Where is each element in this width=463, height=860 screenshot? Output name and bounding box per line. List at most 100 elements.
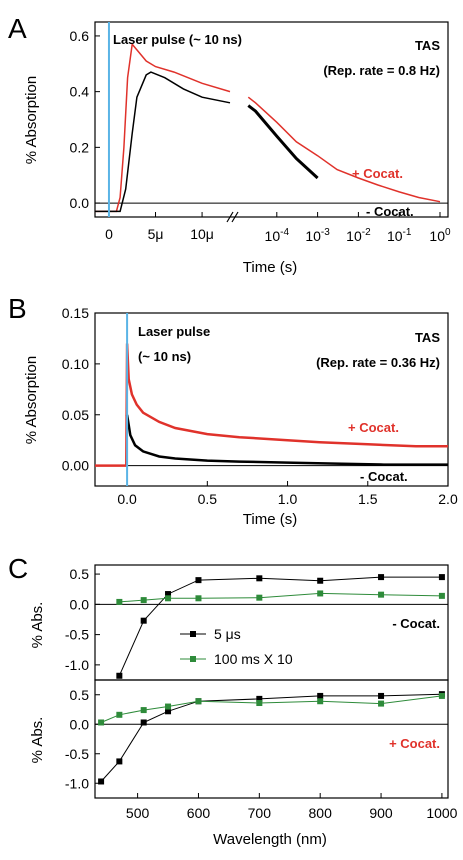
- panel-b-x-axis-title: Time (s): [243, 511, 297, 528]
- panel-c-marker-5-s: [165, 591, 172, 598]
- legend-100ms-label: 100 ms X 10: [214, 651, 293, 667]
- panel-c-marker-5-s: [116, 672, 123, 679]
- panel-c-ytick-label: -0.5: [65, 627, 89, 643]
- panel-c-marker-100-ms-x-10: [256, 594, 263, 601]
- panel-letter-c: C: [8, 553, 28, 584]
- legend-100ms-marker: [190, 656, 196, 662]
- panel-c-marker-100-ms-x-10: [378, 700, 385, 707]
- panel-c-marker-5-s: [317, 692, 324, 699]
- panel-c-marker-5-s: [140, 617, 147, 624]
- panel-c-marker-100-ms-x-10: [256, 700, 263, 707]
- panel-a: 0.0 0.2 0.4 0.6 0 5μ 10μ 10-4 10-3 10-2 10-1 100 L…: [23, 21, 451, 276]
- panel-a-series: [95, 42, 441, 213]
- panel-c-x-axis-title: Wavelength (nm): [213, 831, 327, 848]
- panel-c-ytick-label: -1.0: [65, 775, 89, 791]
- panel-a-series-cocat-linear: [95, 71, 231, 213]
- panel-c-marker-100-ms-x-10: [438, 692, 445, 699]
- panel-c-marker-100-ms-x-10: [317, 590, 324, 597]
- panel-a-ytick-label: 0.4: [70, 84, 90, 100]
- panel-a-series-cocat-log: [247, 96, 441, 203]
- panel-c-marker-100-ms-x-10: [378, 591, 385, 598]
- panel-c-bottom-frame: [94, 679, 449, 799]
- panel-c: 0.5 0.0 -0.5 -1.0 0.5 0.0 -0.5 -1.0 500 600 700 80…: [29, 564, 458, 848]
- panel-a-axis-break: [226, 211, 239, 223]
- panel-c-marker-5-s: [116, 758, 123, 765]
- panel-b-xtick-label: 1.0: [278, 491, 298, 507]
- panel-c-ytick-label: -1.0: [65, 657, 89, 673]
- panel-a-xtick-label: 0: [105, 226, 113, 242]
- panel-a-reprate-annotation: (Rep. rate = 0.8 Hz): [323, 63, 440, 78]
- panel-b: 0.00 0.05 0.10 0.15 0.0 0.5 1.0 1.5 2.0 Laser p…: [23, 305, 458, 528]
- panel-b-series-cocat: [125, 414, 448, 466]
- panel-a-series-cocat-log: [247, 104, 319, 180]
- panel-c-ytick-label: 0.0: [70, 596, 90, 612]
- panel-a-ytick-label: 0.2: [70, 139, 90, 155]
- panel-a-laser-annotation: Laser pulse (~ 10 ns): [113, 32, 242, 47]
- panel-letter-a: A: [8, 13, 27, 44]
- panel-a-frame: [94, 21, 449, 218]
- panel-a-xtick-label: 100: [429, 227, 451, 244]
- panel-b-xtick-label: 1.5: [358, 491, 378, 507]
- panel-a-series-cocat-linear: [95, 42, 231, 213]
- panel-c-legend: 5 μs 100 ms X 10: [180, 626, 293, 667]
- panel-a-plus-cocat-label: + Cocat.: [352, 166, 403, 181]
- panel-c-y-axes: 0.5 0.0 -0.5 -1.0 0.5 0.0 -0.5 -1.0: [65, 566, 100, 791]
- panel-c-xtick-label: 800: [309, 805, 333, 821]
- panel-c-ytick-label: 0.5: [70, 687, 90, 703]
- panel-b-x-axis: 0.0 0.5 1.0 1.5 2.0: [117, 481, 458, 507]
- panel-c-ytick-label: 0.5: [70, 566, 90, 582]
- panel-c-minus-cocat-label: - Cocat.: [392, 616, 440, 631]
- panel-c-marker-100-ms-x-10: [195, 698, 202, 705]
- panel-c-plus-cocat-label: + Cocat.: [389, 736, 440, 751]
- panel-b-xtick-label: 2.0: [438, 491, 458, 507]
- panel-c-marker-5-s: [378, 692, 385, 699]
- panel-b-xtick-label: 0.0: [117, 491, 137, 507]
- panel-c-marker-5-s: [317, 577, 324, 584]
- panel-a-y-axis-title: % Absorption: [23, 76, 40, 164]
- panel-c-marker-5-s: [256, 575, 263, 582]
- panel-a-xtick-label: 5μ: [148, 226, 164, 242]
- panel-b-ytick-label: 0.10: [62, 356, 89, 372]
- panel-c-marker-100-ms-x-10: [98, 719, 105, 726]
- panel-b-reprate-annotation: (Rep. rate = 0.36 Hz): [316, 355, 440, 370]
- panel-c-bottom-y-axis-title: % Abs.: [29, 717, 46, 764]
- legend-5us-label: 5 μs: [214, 626, 241, 642]
- panel-b-minus-cocat-label: - Cocat.: [360, 469, 408, 484]
- panel-c-marker-5-s: [165, 708, 172, 715]
- panel-a-ytick-label: 0.0: [70, 195, 90, 211]
- panel-c-xtick-label: 600: [187, 805, 211, 821]
- panel-c-xtick-label: 700: [248, 805, 272, 821]
- panel-b-pulse-duration-annotation: (~ 10 ns): [138, 349, 191, 364]
- panel-c-series-0-100-ms-x-10: [119, 592, 442, 603]
- panel-b-ytick-label: 0.15: [62, 305, 89, 321]
- panel-c-x-axis: 500 600 700 800 900 1000: [126, 793, 458, 821]
- panel-c-marker-100-ms-x-10: [116, 711, 123, 718]
- panel-c-xtick-label: 1000: [426, 805, 457, 821]
- panel-letter-b: B: [8, 293, 27, 324]
- panel-a-ytick-label: 0.6: [70, 28, 90, 44]
- panel-c-marker-100-ms-x-10: [438, 592, 445, 599]
- panel-a-tas-annotation: TAS: [415, 38, 440, 53]
- panel-b-ytick-label: 0.00: [62, 458, 89, 474]
- panel-a-xtick-label: 10-1: [387, 227, 412, 244]
- panel-b-plus-cocat-label: + Cocat.: [348, 420, 399, 435]
- panel-c-series: [98, 574, 445, 785]
- panel-c-marker-100-ms-x-10: [165, 703, 172, 710]
- panel-c-marker-100-ms-x-10: [165, 595, 172, 602]
- panel-c-marker-100-ms-x-10: [195, 595, 202, 602]
- panel-c-ytick-label: -0.5: [65, 746, 89, 762]
- panel-c-marker-100-ms-x-10: [116, 598, 123, 605]
- panel-c-zero-lines: [95, 603, 448, 725]
- panel-b-y-axis: 0.00 0.05 0.10 0.15: [62, 305, 100, 474]
- panel-c-marker-5-s: [98, 778, 105, 785]
- panel-b-tas-annotation: TAS: [415, 330, 440, 345]
- panel-c-ytick-label: 0.0: [70, 716, 90, 732]
- panel-b-ytick-label: 0.05: [62, 407, 89, 423]
- panel-c-marker-5-s: [256, 695, 263, 702]
- panel-c-top-y-axis-title: % Abs.: [29, 602, 46, 649]
- panel-b-y-axis-title: % Absorption: [23, 356, 40, 444]
- panel-a-xtick-label: 10-2: [346, 227, 371, 244]
- panel-c-xtick-label: 900: [369, 805, 393, 821]
- panel-c-marker-5-s: [378, 574, 385, 581]
